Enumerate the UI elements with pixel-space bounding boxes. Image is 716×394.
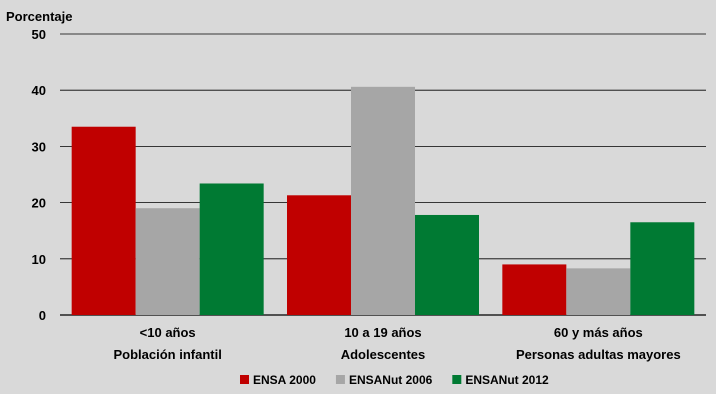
x-category-sublabel: Población infantil bbox=[113, 347, 221, 362]
bar bbox=[502, 264, 567, 315]
y-tick-labels: 0 10 20 30 40 50 bbox=[32, 27, 46, 323]
x-category-label: <10 años bbox=[140, 325, 196, 340]
x-category-label: 60 y más años bbox=[554, 325, 643, 340]
legend-label: ENSANut 2006 bbox=[349, 373, 433, 387]
legend-swatch bbox=[335, 375, 345, 384]
x-category-sublabel: Personas adultas mayores bbox=[516, 347, 681, 362]
bar bbox=[135, 208, 200, 315]
bar bbox=[566, 268, 631, 315]
bars bbox=[71, 86, 695, 315]
x-category-labels: <10 años Población infantil 10 a 19 años Ad… bbox=[113, 325, 680, 362]
bar bbox=[199, 183, 264, 315]
legend-label: ENSANut 2012 bbox=[465, 373, 549, 387]
y-tick-label: 10 bbox=[32, 252, 46, 267]
bar bbox=[630, 222, 695, 315]
legend: ENSA 2000 ENSANut 2006 ENSANut 2012 bbox=[240, 373, 549, 387]
y-tick-label: 0 bbox=[39, 308, 46, 323]
bar bbox=[415, 214, 479, 315]
bar bbox=[287, 195, 351, 315]
y-axis-title: Porcentaje bbox=[6, 9, 72, 24]
y-tick-label: 50 bbox=[32, 27, 46, 42]
legend-swatch bbox=[452, 375, 462, 384]
x-category-label: 10 a 19 años bbox=[344, 325, 421, 340]
y-tick-label: 20 bbox=[32, 196, 46, 211]
bar bbox=[71, 126, 136, 315]
bar bbox=[351, 86, 415, 315]
x-category-sublabel: Adolescentes bbox=[341, 347, 426, 362]
legend-swatch bbox=[240, 375, 249, 384]
legend-label: ENSA 2000 bbox=[253, 373, 316, 387]
y-tick-label: 30 bbox=[32, 139, 46, 154]
y-tick-label: 40 bbox=[32, 83, 46, 98]
